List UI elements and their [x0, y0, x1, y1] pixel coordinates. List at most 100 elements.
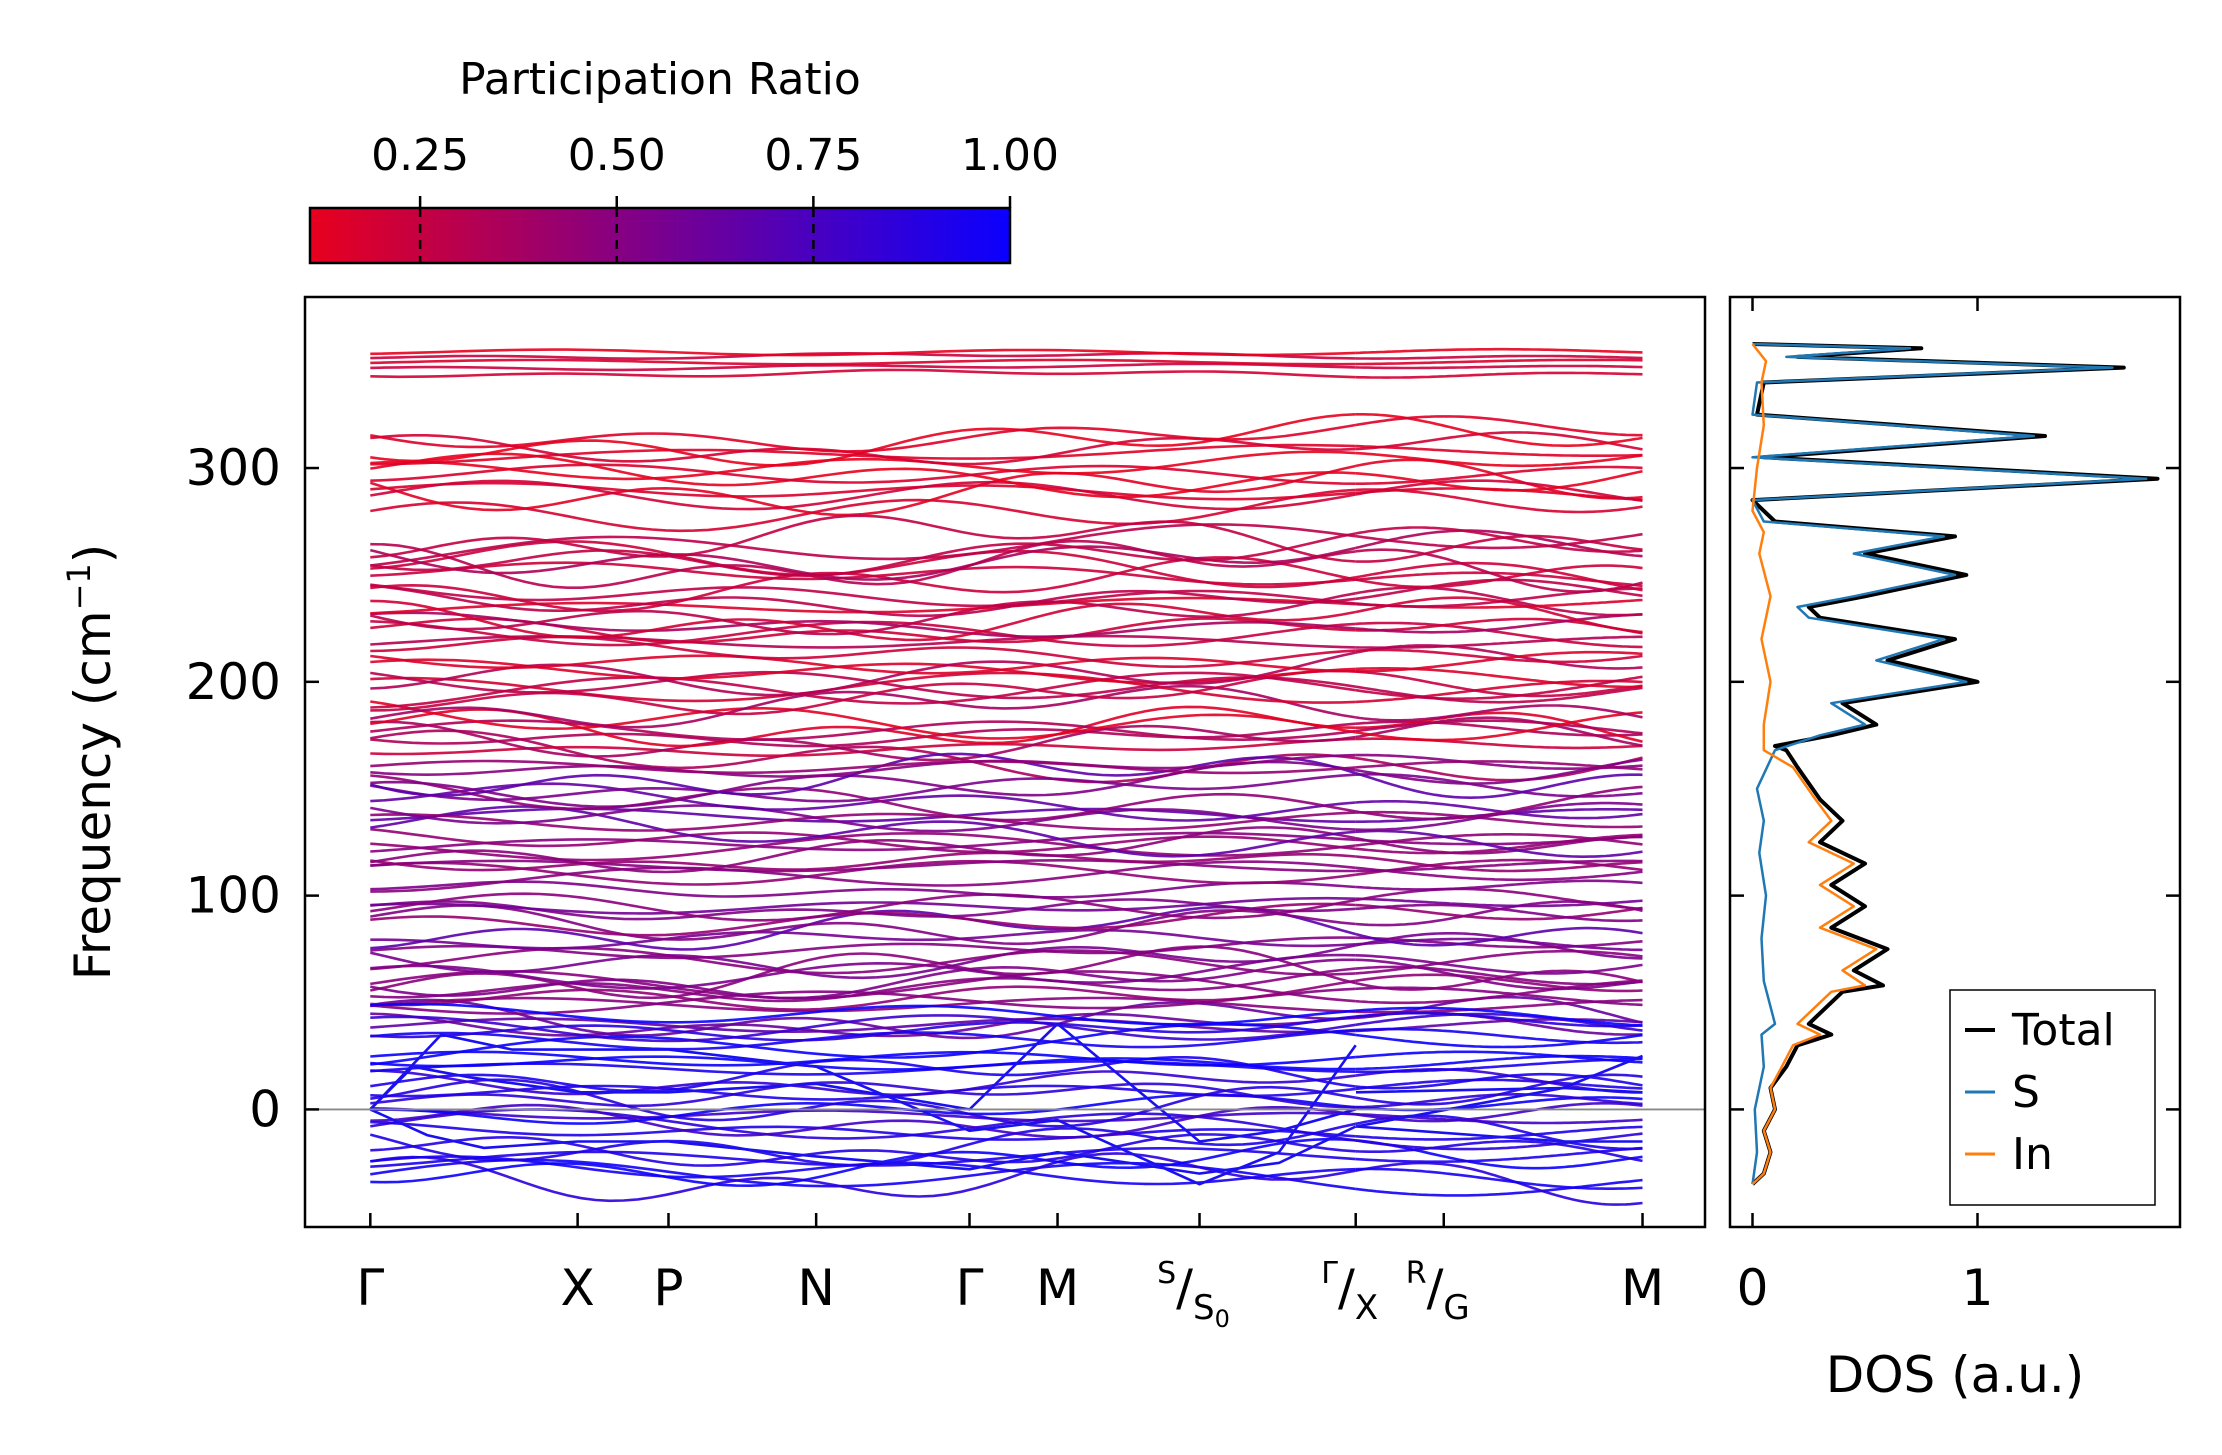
band-x-axis: Γ X P N Γ M S/S0Γ/XR/G M [356, 1213, 1664, 1333]
band-y-axis: 0 100 200 300 [186, 439, 319, 1138]
band-line [1355, 1132, 1643, 1151]
band-line [1355, 800, 1643, 820]
band-line [1355, 1102, 1643, 1123]
band-line [1355, 529, 1643, 558]
band-line [370, 700, 1356, 740]
band-line [370, 880, 1356, 899]
band-line [1355, 903, 1643, 921]
high-symmetry-label: R/G [1406, 1256, 1470, 1328]
band-line [370, 523, 1356, 567]
band-y-axis-label: Frequency (cm−1) [60, 544, 122, 981]
band-line [370, 1120, 1356, 1141]
band-line [370, 488, 1356, 533]
band-line [370, 670, 1356, 700]
band-line [370, 1055, 1356, 1071]
high-symmetry-label: Γ [956, 1259, 984, 1317]
band-line [1355, 958, 1643, 991]
dos-legend: Total S In [1949, 989, 2156, 1206]
band-line [370, 759, 1356, 775]
high-symmetry-sup: S [1157, 1256, 1176, 1291]
band-line [1355, 1139, 1643, 1163]
high-symmetry-sup: Γ [1321, 1256, 1338, 1291]
dos-plot-frame [1728, 295, 2182, 1229]
band-line [370, 1084, 1356, 1101]
band-line [1355, 1078, 1643, 1091]
band-line [1355, 354, 1643, 360]
band-y-tick-label: 0 [249, 1080, 281, 1138]
band-line [370, 719, 1356, 742]
dos-x-tick-label: 1 [1962, 1259, 1994, 1317]
band-line [1355, 347, 1643, 355]
band-line [370, 450, 1356, 481]
band-line [370, 851, 1356, 872]
band-lines [369, 347, 1643, 1206]
band-line [370, 1015, 1356, 1042]
acoustic-branch-tail [1355, 1125, 1643, 1143]
colorbar-tick-labels: 0.25 0.50 0.75 1.00 [371, 130, 1059, 181]
band-line [1355, 415, 1643, 437]
band-line [1355, 753, 1643, 770]
band-line [370, 1107, 1356, 1123]
band-line [1355, 1057, 1643, 1074]
band-plot-frame [303, 295, 1707, 1229]
band-line [1355, 1054, 1643, 1071]
band-line [1355, 534, 1643, 563]
band-line [1355, 1178, 1643, 1197]
band-line [1355, 564, 1643, 589]
band-line [370, 413, 1356, 467]
band-line [370, 773, 1356, 803]
band-line [370, 827, 1356, 854]
high-symmetry-sub2: 0 [1215, 1305, 1230, 1333]
band-line [370, 368, 1356, 379]
band-line [370, 831, 1356, 853]
high-symmetry-slash: / [1427, 1259, 1444, 1317]
band-line [1355, 973, 1643, 993]
band-line [1355, 635, 1643, 649]
ylabel-superscript: −1 [60, 563, 98, 610]
band-line [1355, 833, 1643, 855]
band-line [1355, 834, 1643, 846]
band-line [1355, 810, 1643, 829]
band-line [1355, 469, 1643, 492]
colorbar-tick-label: 0.50 [568, 130, 666, 181]
dos-x-axis-label: DOS (a.u.) [1826, 1346, 2085, 1404]
colorbar-ticks [418, 196, 1012, 263]
legend-label-in: In [2012, 1129, 2053, 1180]
band-line [1355, 431, 1643, 451]
band-line [370, 774, 1356, 822]
colorbar-tick-label: 0.25 [371, 130, 469, 181]
acoustic-branch-tail [1355, 1054, 1643, 1128]
band-line [370, 684, 1356, 729]
band-line [370, 1152, 1356, 1203]
band-line [1355, 866, 1643, 882]
band-line [1355, 364, 1643, 370]
band-line [370, 753, 1356, 778]
band-line [1355, 621, 1643, 649]
band-line [370, 760, 1356, 809]
band-line [370, 953, 1356, 990]
acoustic-branch [369, 1022, 1357, 1143]
band-line [1355, 720, 1643, 737]
band-y-tick-label: 200 [186, 653, 281, 711]
band-line [1355, 785, 1643, 821]
band-line [370, 811, 1356, 832]
legend-label-total: Total [2011, 1005, 2115, 1056]
high-symmetry-label: N [797, 1259, 834, 1317]
band-line [1355, 586, 1643, 617]
high-symmetry-label: X [560, 1259, 594, 1317]
band-line [1355, 887, 1643, 911]
band-line [1355, 704, 1643, 722]
band-line [370, 1002, 1356, 1026]
band-line [1355, 903, 1643, 923]
ylabel-close: ) [64, 544, 122, 564]
high-symmetry-label: Γ [356, 1259, 384, 1317]
high-symmetry-sup: R [1406, 1256, 1427, 1291]
band-line [370, 944, 1356, 980]
band-line [370, 423, 1356, 453]
band-line [1355, 1006, 1643, 1027]
legend-box [1949, 989, 2156, 1206]
ylabel-main: Frequency (cm [64, 610, 122, 980]
band-line [370, 979, 1356, 1011]
band-line [1355, 949, 1643, 975]
